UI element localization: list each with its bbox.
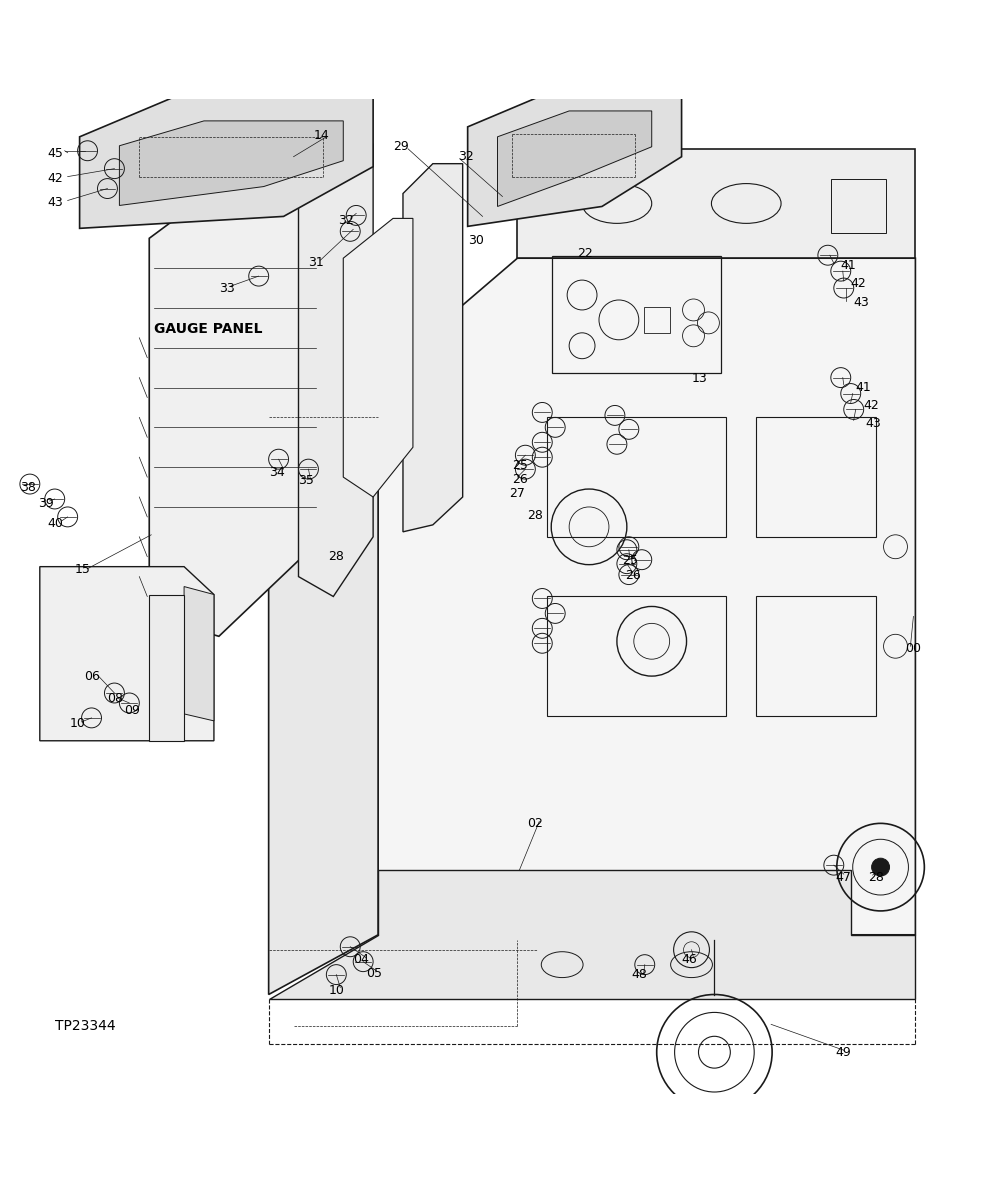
Polygon shape bbox=[268, 870, 914, 1000]
Text: 48: 48 bbox=[631, 968, 647, 981]
Text: 27: 27 bbox=[509, 487, 525, 500]
Bar bbox=[547, 596, 726, 716]
Text: 00: 00 bbox=[905, 642, 920, 655]
Text: 43: 43 bbox=[48, 196, 64, 209]
Polygon shape bbox=[517, 149, 914, 258]
Polygon shape bbox=[149, 138, 323, 636]
Text: 42: 42 bbox=[850, 277, 866, 290]
Text: 22: 22 bbox=[577, 247, 592, 260]
Text: TP23344: TP23344 bbox=[55, 1019, 115, 1033]
Text: 42: 42 bbox=[48, 172, 64, 185]
Polygon shape bbox=[378, 258, 914, 935]
Text: 05: 05 bbox=[366, 968, 382, 981]
Text: 40: 40 bbox=[48, 518, 64, 531]
Text: 41: 41 bbox=[855, 381, 871, 394]
Polygon shape bbox=[80, 97, 373, 228]
Polygon shape bbox=[298, 144, 373, 596]
Text: 25: 25 bbox=[512, 458, 528, 471]
Text: 08: 08 bbox=[107, 692, 123, 705]
Text: 49: 49 bbox=[835, 1046, 851, 1058]
Polygon shape bbox=[403, 163, 462, 532]
Text: 33: 33 bbox=[219, 282, 235, 295]
Text: 32: 32 bbox=[457, 150, 473, 163]
Polygon shape bbox=[343, 218, 413, 497]
Text: 39: 39 bbox=[38, 497, 54, 511]
Text: 26: 26 bbox=[624, 569, 640, 582]
Text: 34: 34 bbox=[268, 465, 284, 478]
Text: 26: 26 bbox=[512, 472, 528, 486]
Text: 35: 35 bbox=[298, 474, 314, 487]
Polygon shape bbox=[497, 111, 651, 206]
Text: 09: 09 bbox=[124, 704, 140, 717]
Text: 38: 38 bbox=[20, 481, 36, 494]
Polygon shape bbox=[268, 378, 378, 995]
Polygon shape bbox=[467, 87, 681, 227]
Text: 02: 02 bbox=[527, 817, 543, 830]
Text: GAUGE PANEL: GAUGE PANEL bbox=[154, 322, 262, 336]
Text: 46: 46 bbox=[681, 953, 697, 966]
Text: 43: 43 bbox=[853, 297, 869, 309]
Text: 30: 30 bbox=[467, 234, 483, 247]
Text: 06: 06 bbox=[84, 669, 100, 682]
Bar bbox=[755, 418, 875, 537]
Text: 42: 42 bbox=[863, 398, 879, 412]
Text: 47: 47 bbox=[835, 871, 851, 884]
Polygon shape bbox=[149, 594, 184, 741]
Polygon shape bbox=[184, 587, 214, 721]
Text: 31: 31 bbox=[308, 255, 324, 268]
Bar bbox=[643, 307, 669, 333]
Text: 43: 43 bbox=[865, 416, 881, 429]
Text: 10: 10 bbox=[328, 984, 344, 997]
Text: 32: 32 bbox=[338, 214, 354, 227]
Text: 28: 28 bbox=[527, 509, 543, 523]
Bar bbox=[547, 418, 726, 537]
Text: 45: 45 bbox=[48, 147, 64, 160]
Polygon shape bbox=[119, 120, 343, 205]
Bar bbox=[830, 179, 885, 234]
Polygon shape bbox=[40, 567, 214, 741]
Text: 28: 28 bbox=[867, 871, 883, 884]
Text: 41: 41 bbox=[840, 259, 856, 272]
Circle shape bbox=[871, 858, 889, 876]
Text: 14: 14 bbox=[313, 129, 329, 142]
Text: 13: 13 bbox=[691, 372, 707, 385]
Text: 15: 15 bbox=[75, 563, 90, 576]
Text: 28: 28 bbox=[328, 550, 344, 563]
Bar bbox=[755, 596, 875, 716]
Text: 29: 29 bbox=[393, 141, 409, 153]
Text: 10: 10 bbox=[70, 717, 85, 730]
Text: 25: 25 bbox=[621, 555, 637, 567]
Text: 04: 04 bbox=[353, 953, 369, 966]
